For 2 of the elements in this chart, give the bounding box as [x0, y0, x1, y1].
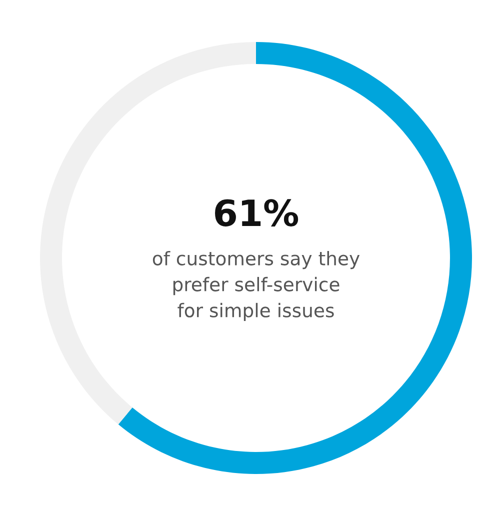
- data-label: 61%: [215, 199, 298, 226]
- text: of customers say they prefer self-service for simple issues: [152, 250, 360, 322]
